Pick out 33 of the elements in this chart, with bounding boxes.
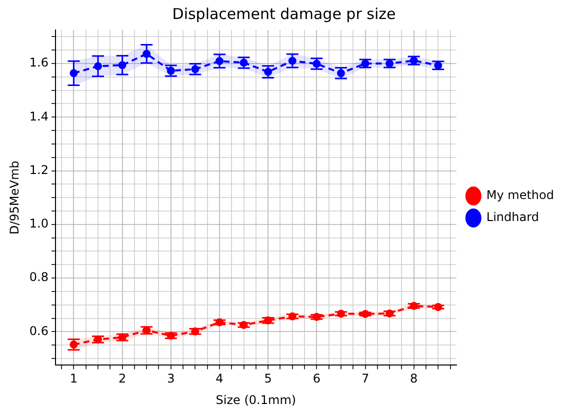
x-tick-label: 2 — [118, 372, 126, 386]
legend-label: Lindhard — [486, 210, 539, 224]
point — [434, 303, 442, 312]
point — [191, 327, 200, 336]
y-tick-label: 1.2 — [29, 162, 48, 177]
x-tick-label: 1 — [70, 372, 78, 386]
point — [410, 302, 418, 310]
point — [166, 332, 175, 340]
x-tick-label: 4 — [216, 372, 224, 386]
x-tick-label: 3 — [167, 372, 175, 386]
y-tick-label: 0.8 — [29, 270, 48, 284]
x-tick-label: 6 — [312, 372, 320, 386]
x-tick-label: 8 — [410, 372, 418, 386]
chart-title: Displacement damage pr size — [172, 4, 396, 23]
y-axis-title: D/95MeVmb — [7, 160, 22, 235]
point — [215, 318, 224, 326]
y-tick-label: 1.0 — [29, 216, 48, 231]
x-tick-label: 5 — [264, 372, 272, 386]
point — [118, 333, 126, 342]
point — [312, 312, 321, 321]
y-tick-label: 1.4 — [29, 109, 48, 124]
x-tick-label: 7 — [361, 372, 370, 386]
legend-label: My method — [486, 188, 554, 202]
point — [288, 312, 296, 320]
y-tick-label: 1.6 — [29, 56, 48, 70]
point — [386, 309, 394, 318]
point — [361, 310, 370, 318]
point — [240, 320, 248, 329]
y-tick-label: 0.6 — [29, 324, 48, 338]
point — [336, 310, 345, 318]
x-axis-title: Size (0.1mm) — [216, 392, 296, 407]
point — [264, 316, 272, 324]
point — [142, 326, 151, 334]
